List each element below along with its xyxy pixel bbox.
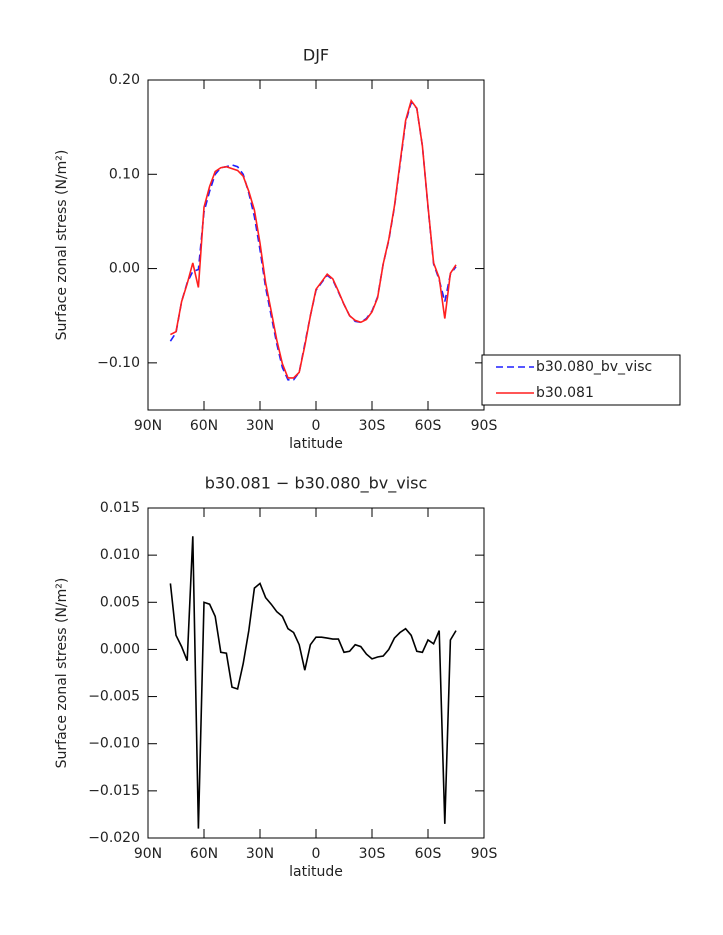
y-tick-label: −0.020 [88, 830, 140, 846]
x-tick-label: 0 [312, 418, 321, 434]
y-tick-label: 0.000 [100, 641, 140, 657]
x-tick-label: 30S [359, 846, 386, 862]
chart-title: DJF [303, 46, 329, 65]
x-tick-label: 90N [134, 846, 162, 862]
x-tick-label: 30N [246, 846, 274, 862]
legend-label: b30.080_bv_visc [536, 359, 652, 375]
y-tick-label: −0.005 [88, 689, 140, 705]
x-tick-label: 60S [415, 846, 442, 862]
y-tick-label: −0.10 [97, 355, 140, 371]
y-tick-label: −0.015 [88, 783, 140, 799]
x-tick-label: 60S [415, 418, 442, 434]
y-tick-label: 0.010 [100, 547, 140, 563]
x-tick-label: 90S [471, 418, 498, 434]
legend-box [481, 354, 681, 406]
x-tick-label: 60N [190, 418, 218, 434]
legend-label: b30.081 [536, 385, 594, 401]
data-line [169, 101, 457, 381]
x-tick-label: 90N [134, 418, 162, 434]
x-axis-label: latitude [289, 864, 343, 880]
y-tick-label: 0.00 [109, 261, 140, 277]
x-tick-label: 90S [471, 846, 498, 862]
x-tick-label: 60N [190, 846, 218, 862]
chart-title: b30.081 − b30.080_bv_visc [205, 474, 428, 494]
y-tick-label: −0.010 [88, 736, 140, 752]
x-tick-label: 30N [246, 418, 274, 434]
y-tick-label: 0.015 [100, 500, 140, 516]
y-tick-label: 0.10 [109, 166, 140, 182]
data-line [170, 98, 457, 379]
data-line [169, 536, 457, 829]
y-axis-label: Surface zonal stress (N/m²) [54, 150, 70, 341]
x-axis-label: latitude [289, 436, 343, 452]
y-axis-label: Surface zonal stress (N/m²) [54, 578, 70, 769]
x-tick-label: 0 [312, 846, 321, 862]
y-tick-label: 0.005 [100, 594, 140, 610]
x-tick-label: 30S [359, 418, 386, 434]
plot-frame [147, 79, 485, 411]
y-tick-label: 0.20 [109, 72, 140, 88]
